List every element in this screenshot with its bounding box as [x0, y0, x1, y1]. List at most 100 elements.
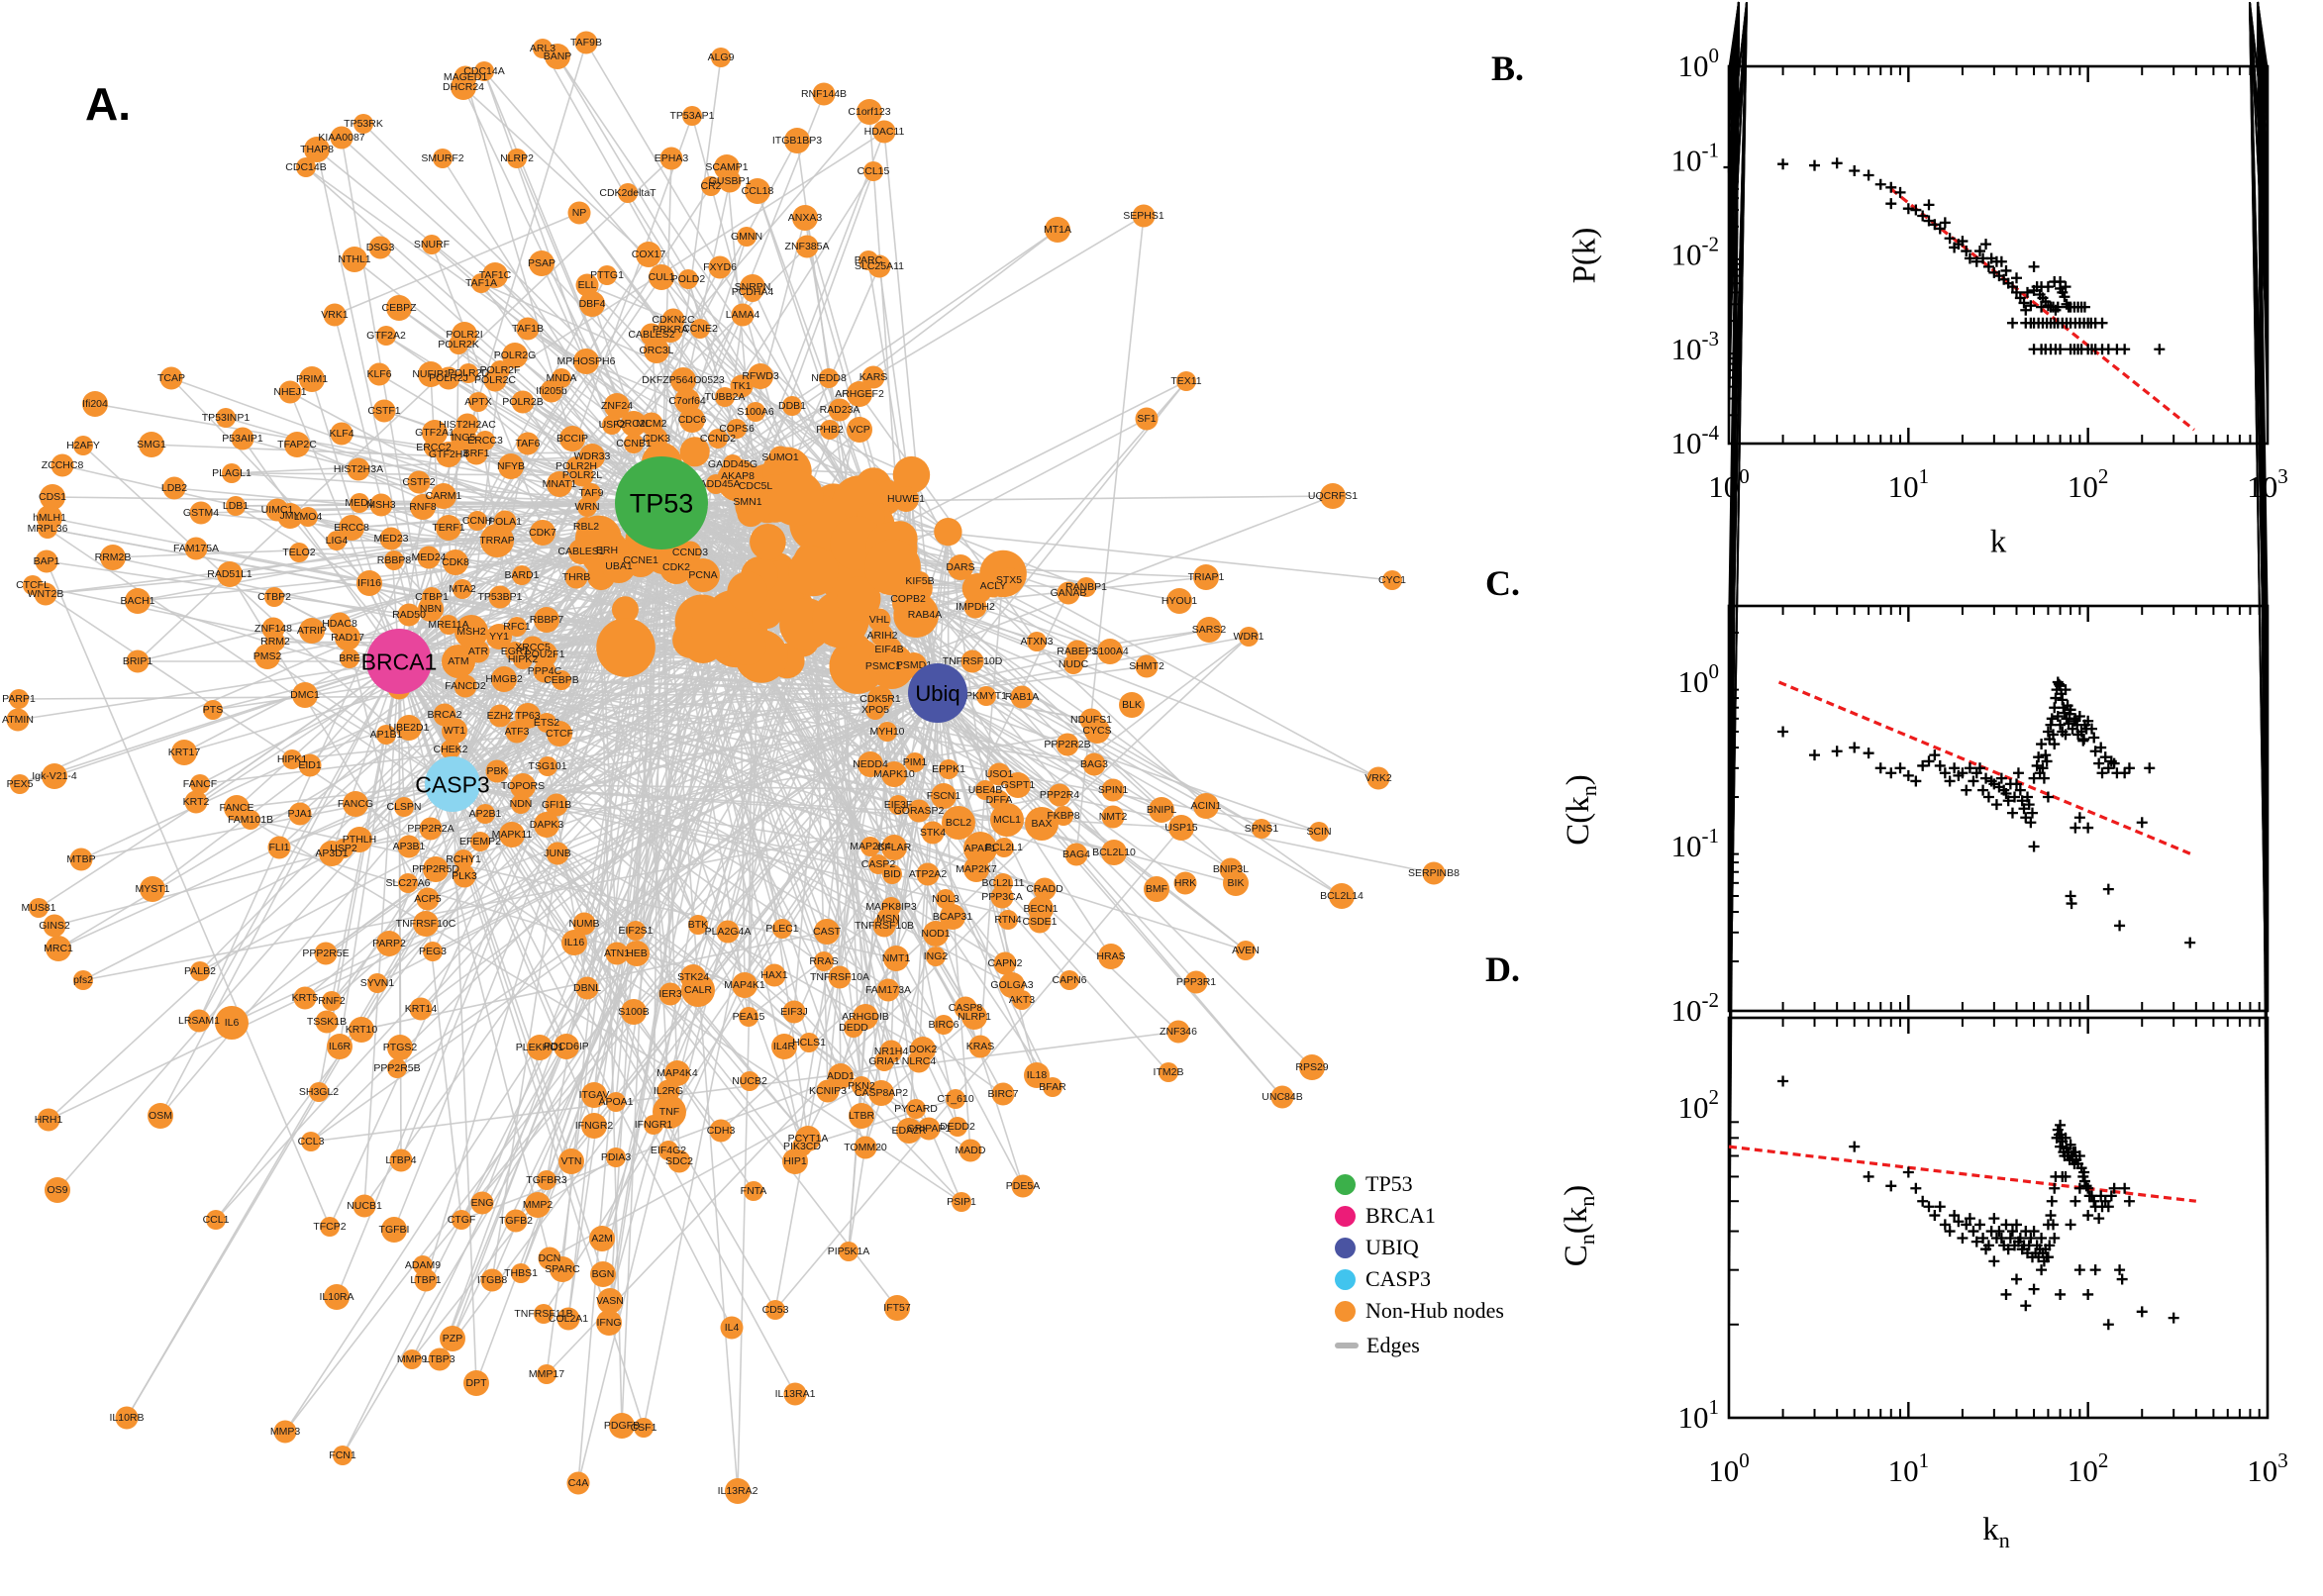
- network-node-label: GFI1B: [542, 799, 571, 811]
- network-node: [82, 391, 108, 417]
- network-node: [436, 515, 461, 541]
- data-point-marker: [2036, 1233, 2048, 1245]
- network-node: [1048, 783, 1071, 807]
- network-node-label: RBL2: [573, 521, 599, 533]
- network-node: [743, 282, 762, 302]
- network-node: [100, 545, 126, 570]
- network-edge: [801, 1098, 957, 1147]
- network-node-label: LTBP1: [410, 1274, 441, 1286]
- x-tick-exp: 2: [2098, 1448, 2109, 1472]
- data-point-marker: [2060, 729, 2071, 741]
- network-node: [867, 254, 891, 278]
- network-node-label: FAM175A: [173, 543, 219, 554]
- network-node-label: BAG4: [1062, 848, 1090, 860]
- network-node-label: PLA2G4A: [705, 926, 752, 938]
- data-point-marker: [1863, 169, 1874, 181]
- network-node-label: PPP2R5E: [302, 948, 349, 959]
- network-edge: [398, 660, 809, 1140]
- network-node: [1101, 840, 1127, 865]
- data-point-marker: [2041, 755, 2053, 767]
- network-node: [968, 1035, 992, 1058]
- network-node: [576, 517, 596, 537]
- fit-line: [1728, 1145, 2197, 1203]
- network-node-label: ATRIP: [297, 625, 327, 637]
- data-point-marker: [2055, 1119, 2067, 1131]
- data-point-marker: [1929, 1210, 1941, 1222]
- network-node: [34, 582, 57, 606]
- network-node: [1054, 806, 1073, 826]
- axis-title-ckn-sub: n: [1575, 785, 1601, 797]
- network-node-label: PPP3R1: [1176, 976, 1216, 988]
- network-node-label: PTHLH: [343, 834, 376, 846]
- network-node: [441, 740, 460, 759]
- data-point-marker: [2089, 746, 2101, 757]
- network-node-label: MED23: [373, 533, 408, 545]
- network-node-label: FANCG: [338, 798, 373, 810]
- network-node: [546, 842, 569, 865]
- cluster-node: [750, 524, 786, 560]
- network-node: [470, 832, 490, 851]
- network-node-label: CHEK2: [433, 744, 467, 755]
- network-node: [765, 1300, 785, 1320]
- network-node-label: MMP2: [523, 1199, 553, 1211]
- network-edge: [494, 131, 885, 381]
- x-tick-label: 100: [1708, 464, 1750, 504]
- data-point-marker: [2184, 937, 2196, 948]
- network-node-label: THBS1: [504, 1267, 538, 1279]
- network-node-label: POLR2G: [494, 349, 537, 361]
- data-point-marker: [2102, 1319, 2114, 1331]
- data-point-marker: [2011, 286, 2022, 298]
- network-node: [872, 120, 896, 144]
- legend-item-casp3: CASP3: [1335, 1263, 1504, 1295]
- network-node: [451, 74, 476, 100]
- network-node-label: SYVN1: [360, 977, 395, 989]
- network-node: [1098, 944, 1124, 969]
- network-node: [428, 1347, 452, 1371]
- network-node: [907, 799, 931, 823]
- network-node-label: NUFIP1: [412, 368, 450, 380]
- data-point-marker: [1964, 252, 1975, 264]
- network-node-label: TP53RK: [344, 118, 383, 130]
- network-node-label: COL2A1: [549, 1313, 588, 1325]
- network-node: [342, 247, 367, 272]
- network-node: [828, 965, 852, 989]
- network-node-label: CABLES2: [628, 329, 674, 341]
- network-hubs: TP53 BRCA1 Ubiq CASP3: [361, 456, 967, 812]
- network-node-label: MUS81: [21, 902, 55, 914]
- network-node-label: TGFBR3: [526, 1174, 567, 1186]
- data-point-marker: [2036, 301, 2048, 313]
- network-node-label: CYCS: [1082, 725, 1111, 737]
- x-tick-label: 101: [1888, 464, 1930, 504]
- network-node: [624, 434, 644, 453]
- network-nodes: [6, 31, 1446, 1504]
- data-point-marker: [2042, 1251, 2054, 1263]
- network-node-label: ATM: [448, 655, 468, 667]
- axis-title-pk: P(k): [1566, 227, 1603, 284]
- network-node-label: C4A: [568, 1477, 588, 1489]
- network-node-label: APTX: [464, 396, 491, 408]
- y-tick-exp: -2: [1702, 988, 1720, 1012]
- network-node-label: PSIP1: [947, 1196, 976, 1208]
- network-node-label: LTBR: [849, 1110, 874, 1122]
- network-node-label: CFLAR: [877, 842, 912, 853]
- network-edge: [46, 560, 331, 1228]
- network-node-label: NFYB: [497, 460, 525, 472]
- network-node: [701, 176, 721, 196]
- network-node-label: ERCC2: [416, 442, 452, 453]
- data-point-marker: [1910, 1182, 1922, 1194]
- data-point-marker: [2105, 1190, 2117, 1202]
- network-node: [159, 366, 183, 390]
- network-node: [852, 1076, 871, 1096]
- network-node-label: ACIN1: [1191, 800, 1222, 812]
- network-node-label: SCIN: [1306, 826, 1331, 838]
- data-point-marker: [2168, 1312, 2179, 1324]
- network-node-label: TRIAP1: [1188, 571, 1225, 583]
- data-point-marker: [2036, 1264, 2048, 1276]
- network-node-label: ZNF385A: [785, 241, 830, 252]
- network-node-label: IL4: [725, 1322, 740, 1334]
- network-node-label: DKFZP564O0523: [642, 374, 725, 386]
- network-node: [849, 1103, 874, 1129]
- network-node-label: KRT2: [183, 796, 210, 808]
- network-node: [282, 749, 302, 769]
- data-point-marker: [2049, 739, 2061, 750]
